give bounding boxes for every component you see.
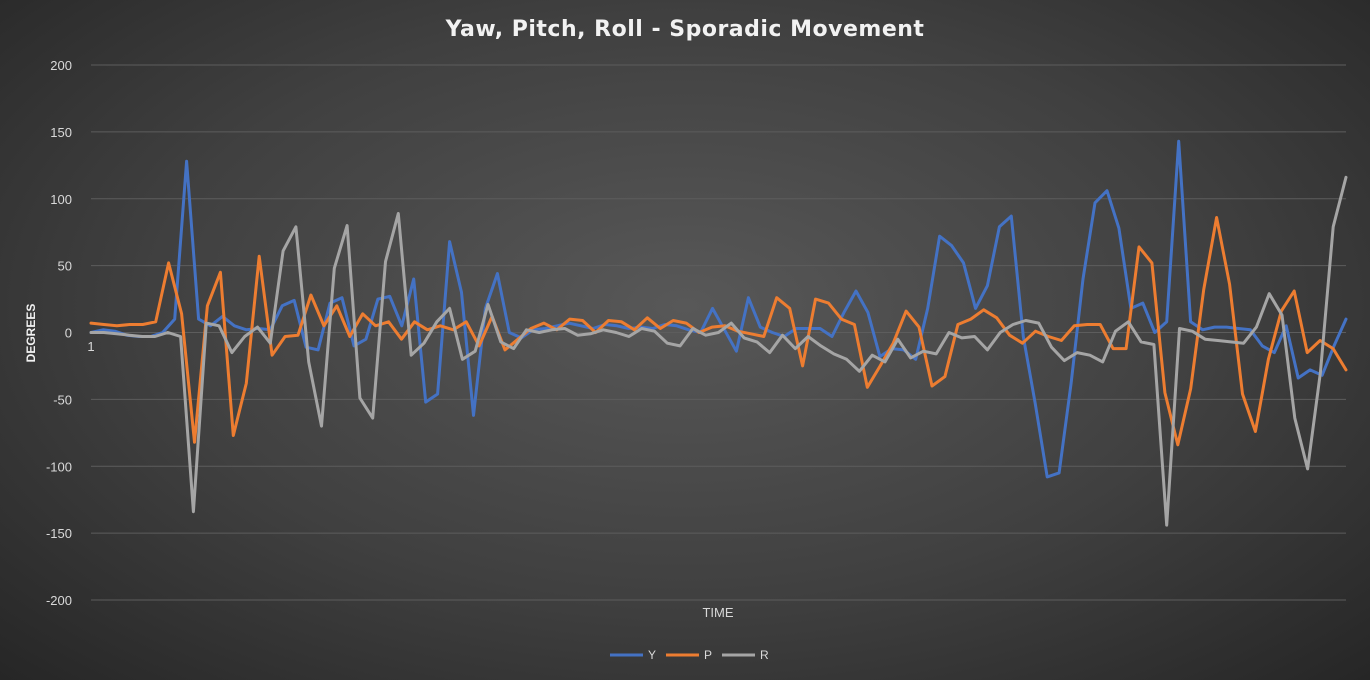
y-tick-label: -50	[53, 392, 72, 407]
y-axis-label: DEGREES	[24, 304, 38, 363]
y-tick-label: 0	[65, 326, 72, 341]
plot-area	[89, 139, 1348, 527]
x-axis-label: TIME	[702, 605, 733, 620]
legend-label-r: R	[760, 648, 769, 662]
y-tick-label: -200	[46, 593, 72, 608]
y-tick-label: 150	[50, 125, 72, 140]
y-tick-label: -150	[46, 526, 72, 541]
x-tick-label: 1	[87, 339, 94, 354]
y-tick-label: 100	[50, 192, 72, 207]
series-line-r	[89, 175, 1348, 527]
legend-label-p: P	[704, 648, 712, 662]
legend-label-y: Y	[648, 648, 656, 662]
y-tick-label: -100	[46, 459, 72, 474]
chart-title: Yaw, Pitch, Roll - Sporadic Movement	[445, 17, 925, 42]
y-tick-label: 50	[58, 259, 72, 274]
series-line-p	[89, 216, 1348, 447]
y-axis-ticks: 200 150 100 50 0 -50 -100 -150 -200	[46, 58, 72, 608]
y-tick-label: 200	[50, 58, 72, 73]
